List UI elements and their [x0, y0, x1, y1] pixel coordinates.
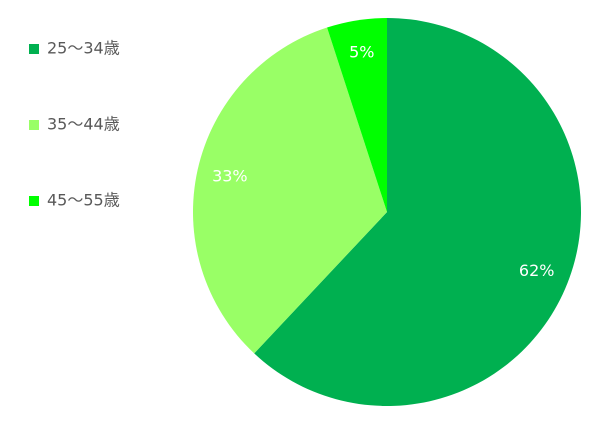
slice-label: 62% [519, 261, 555, 280]
legend-text: 45〜55歳 [47, 191, 120, 210]
legend-swatch [29, 196, 39, 206]
legend-swatch [29, 44, 39, 54]
legend-text: 35〜44歳 [47, 115, 120, 134]
legend-swatch [29, 120, 39, 130]
pie-slice [193, 27, 387, 354]
pie-slice [254, 18, 582, 406]
slice-label: 33% [212, 166, 248, 185]
legend-text: 25〜34歳 [47, 39, 120, 58]
slice-label: 5% [349, 42, 374, 61]
pie-slice [327, 18, 387, 212]
